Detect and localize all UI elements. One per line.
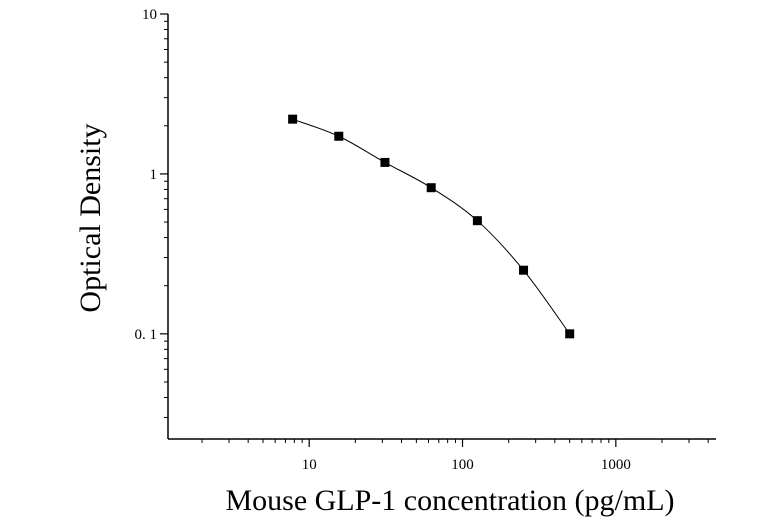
data-point <box>565 329 575 339</box>
data-point <box>472 216 482 226</box>
y-tick-label: 0. 1 <box>135 327 158 343</box>
y-tick-label: 10 <box>142 7 157 23</box>
data-point <box>288 114 298 124</box>
x-axis-title: Mouse GLP-1 concentration (pg/mL) <box>225 484 674 517</box>
x-axis-ticks: 10 100 1000 <box>201 439 709 473</box>
data-point <box>334 131 344 141</box>
x-tick-label: 100 <box>451 457 474 473</box>
data-points <box>288 114 575 339</box>
axes <box>167 14 716 440</box>
x-tick-label: 1000 <box>601 457 631 473</box>
data-point <box>519 265 529 275</box>
data-point <box>426 183 436 193</box>
x-tick-label: 10 <box>302 457 317 473</box>
y-axis-ticks: 0. 1 1 10 <box>135 7 168 418</box>
data-point <box>380 157 390 167</box>
fit-curve <box>292 118 571 335</box>
y-tick-label: 1 <box>150 167 158 183</box>
y-axis-title: Optical Density <box>74 123 107 312</box>
